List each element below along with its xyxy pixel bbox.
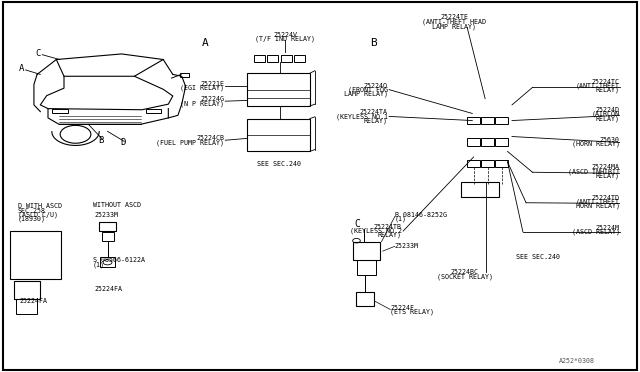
Text: RELAY): RELAY) — [595, 115, 620, 122]
Text: (SOCKET RELAY): (SOCKET RELAY) — [436, 273, 493, 280]
Text: 25224CB: 25224CB — [196, 135, 224, 141]
Text: B 08146-8252G: B 08146-8252G — [395, 212, 447, 218]
Text: (ETS RELAY): (ETS RELAY) — [390, 309, 435, 315]
Text: 25224FA: 25224FA — [19, 298, 47, 304]
Text: (ASCD C/U): (ASCD C/U) — [18, 211, 58, 218]
Bar — [481, 160, 494, 167]
Text: LAMP RELAY): LAMP RELAY) — [344, 90, 388, 97]
Text: A252*0308: A252*0308 — [559, 358, 595, 364]
Bar — [481, 138, 494, 146]
Text: (1): (1) — [93, 261, 105, 268]
Bar — [102, 232, 114, 241]
Text: 25630: 25630 — [600, 137, 620, 143]
Bar — [99, 222, 116, 231]
Text: A: A — [202, 38, 209, 48]
Text: (EGI RELAY): (EGI RELAY) — [180, 84, 224, 91]
Text: (FUEL PUMP RELAY): (FUEL PUMP RELAY) — [156, 139, 224, 146]
Text: 25224TE: 25224TE — [440, 15, 468, 20]
Bar — [100, 257, 115, 267]
Text: 25224FA: 25224FA — [95, 286, 123, 292]
Text: (FRONT FOG: (FRONT FOG — [348, 86, 388, 93]
Text: B: B — [370, 38, 377, 48]
Text: (KEYLESS NO.1: (KEYLESS NO.1 — [336, 113, 388, 120]
Bar — [255, 55, 266, 61]
Text: LAMP RELAY): LAMP RELAY) — [433, 23, 476, 30]
Text: SEE SEC.240: SEE SEC.240 — [257, 161, 301, 167]
Text: D: D — [120, 138, 125, 147]
Text: S 08566-6122A: S 08566-6122A — [93, 257, 145, 263]
Text: (T/F IND RELAY): (T/F IND RELAY) — [255, 36, 316, 42]
Text: SEE SEC.240: SEE SEC.240 — [516, 254, 559, 260]
Text: (HORN RELAY): (HORN RELAY) — [572, 141, 620, 147]
Bar — [10, 231, 61, 279]
Text: RELAY): RELAY) — [595, 172, 620, 179]
Text: 25224MA: 25224MA — [591, 164, 620, 170]
Text: RELAY): RELAY) — [364, 117, 388, 124]
Text: (N P RELAY): (N P RELAY) — [180, 100, 224, 107]
Bar — [353, 242, 380, 260]
Text: (ASCD INHIBIT: (ASCD INHIBIT — [568, 168, 620, 175]
Text: (ANTI-THEFT: (ANTI-THEFT — [575, 199, 620, 205]
Bar — [268, 55, 278, 61]
Text: 25224TD: 25224TD — [591, 195, 620, 201]
Text: (AIRCON: (AIRCON — [591, 111, 620, 118]
Text: RELAY): RELAY) — [378, 232, 402, 238]
Text: RELAY): RELAY) — [595, 87, 620, 93]
Text: (ASCD RELAY): (ASCD RELAY) — [572, 228, 620, 235]
Text: 25224G: 25224G — [200, 96, 224, 102]
Text: 25224TC: 25224TC — [591, 79, 620, 85]
Bar — [146, 109, 161, 113]
Bar — [294, 55, 305, 61]
Text: (ANTI-THEFT HEAD: (ANTI-THEFT HEAD — [422, 19, 486, 25]
Bar — [495, 138, 508, 146]
Bar — [247, 119, 310, 151]
Bar — [467, 117, 480, 124]
Text: 25221E: 25221E — [200, 81, 224, 87]
Text: 25224TB: 25224TB — [374, 224, 402, 230]
Text: 25224V: 25224V — [273, 32, 298, 38]
Bar — [495, 117, 508, 124]
Text: 25224D: 25224D — [595, 107, 620, 113]
Text: 25233M: 25233M — [395, 243, 419, 248]
Text: (ANTI-THEFT: (ANTI-THEFT — [575, 83, 620, 89]
Text: 25224TA: 25224TA — [360, 109, 388, 115]
Text: SEC.258: SEC.258 — [18, 208, 46, 214]
Text: (18930): (18930) — [18, 215, 46, 222]
Bar — [52, 109, 68, 113]
Bar — [461, 182, 499, 197]
Text: C: C — [36, 49, 41, 58]
Text: (KEYLESS NO.2: (KEYLESS NO.2 — [350, 228, 402, 234]
Text: (1): (1) — [395, 215, 407, 222]
Bar — [467, 138, 480, 146]
Bar — [247, 73, 310, 106]
Text: B: B — [98, 136, 103, 145]
Text: WITHOUT ASCD: WITHOUT ASCD — [93, 202, 141, 208]
Bar — [282, 55, 292, 61]
Bar — [356, 292, 374, 306]
Text: C: C — [354, 219, 360, 229]
Text: 25224M: 25224M — [595, 225, 620, 231]
Bar — [16, 299, 37, 314]
Bar — [467, 160, 480, 167]
Text: A: A — [19, 64, 24, 73]
Text: HORN RELAY): HORN RELAY) — [575, 203, 620, 209]
Bar — [481, 117, 494, 124]
Text: 25224Q: 25224Q — [364, 83, 388, 89]
Bar — [495, 160, 508, 167]
Bar — [357, 260, 376, 275]
Text: D WITH ASCD: D WITH ASCD — [18, 203, 62, 209]
Text: 25233M: 25233M — [95, 212, 119, 218]
Bar — [180, 73, 189, 77]
Bar — [14, 281, 40, 299]
Text: 25224F: 25224F — [390, 305, 415, 311]
Text: 25224BC: 25224BC — [451, 269, 479, 275]
